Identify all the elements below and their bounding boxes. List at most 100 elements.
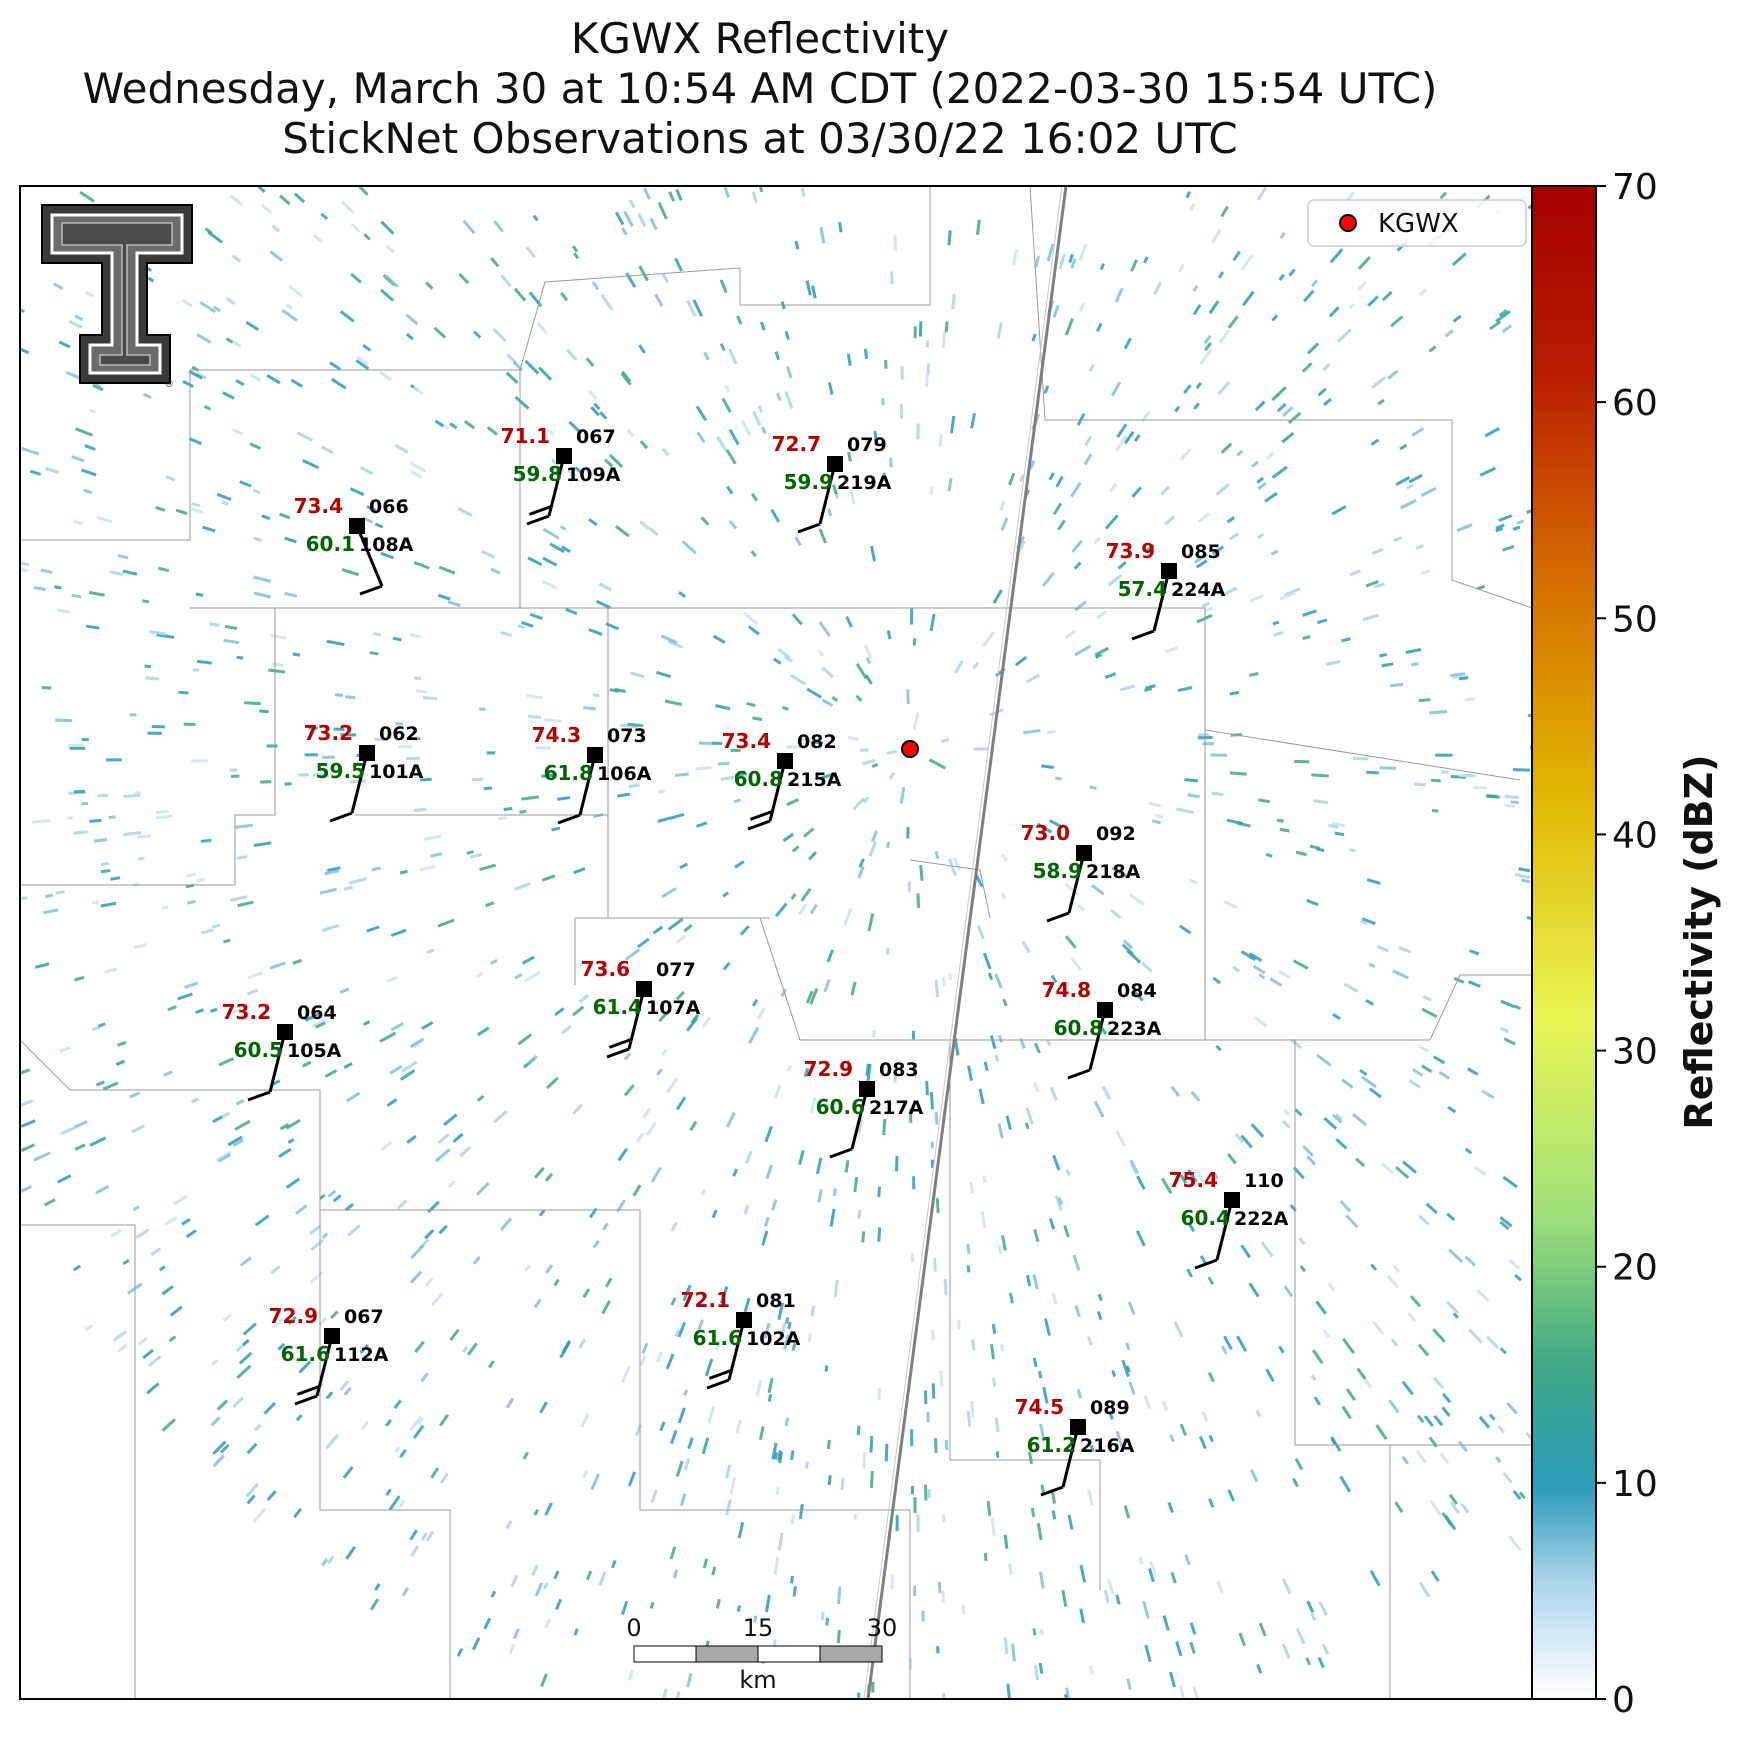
wind-barb — [350, 752, 369, 814]
station-id: 109A — [566, 464, 621, 486]
wind-barb — [268, 1031, 287, 1093]
station-dewpoint: 60.8 — [1054, 1016, 1103, 1040]
wind-barb — [727, 1319, 746, 1381]
station-plot-223A: 74.8 084 60.8 223A — [1042, 978, 1162, 1080]
station-temperature: 75.4 — [1169, 1168, 1218, 1192]
station-dewpoint: 61.6 — [693, 1326, 742, 1350]
station-plot-106A: 74.3 073 61.8 106A — [532, 723, 652, 825]
wind-barb — [315, 1335, 334, 1397]
station-temperature: 72.9 — [804, 1057, 853, 1081]
kgwx-radar-marker — [901, 740, 919, 758]
station-id: 112A — [334, 1344, 389, 1366]
station-id: 101A — [369, 761, 424, 783]
wind-barb-flag — [749, 809, 773, 821]
colorbar-ramp — [1531, 185, 1597, 1700]
station-dewpoint: 60.8 — [734, 767, 783, 791]
map-background — [20, 186, 1538, 1699]
station-id: 223A — [1107, 1018, 1162, 1040]
wind-barb-flag — [606, 1047, 630, 1059]
station-id: 215A — [787, 769, 842, 791]
station-marker — [587, 747, 603, 763]
colorbar-label: Reflectivity (dBZ) — [1677, 754, 1721, 1129]
wind-barb — [1088, 1009, 1107, 1071]
station-plot-219A: 72.7 079 59.9 219A — [772, 432, 892, 534]
wind-barb — [1215, 1199, 1234, 1261]
station-id: 107A — [646, 997, 701, 1019]
station-dewpoint: 60.4 — [1181, 1206, 1230, 1230]
station-temperature: 73.4 — [294, 494, 343, 518]
station-id: 216A — [1080, 1435, 1135, 1457]
wind-barb-flag — [747, 819, 771, 831]
station-plot-224A: 73.9 085 57.4 224A — [1106, 539, 1226, 641]
map-legend: KGWX — [1307, 199, 1527, 247]
station-id: 217A — [869, 1097, 924, 1119]
station-id: 102A — [746, 1328, 801, 1350]
wind-barb-flag — [296, 1384, 320, 1396]
wind-barb — [768, 760, 787, 822]
station-dewpoint: 61.8 — [544, 761, 593, 785]
wind-barb — [627, 988, 646, 1050]
station-temperature: 72.9 — [269, 1304, 318, 1328]
station-wind-direction: 067 — [344, 1306, 384, 1328]
station-plot-217A: 72.9 083 60.6 217A — [804, 1057, 924, 1159]
wind-barb-flag — [1046, 911, 1070, 923]
wind-barb — [818, 463, 837, 525]
county-boundaries — [20, 186, 1538, 1699]
wind-barb-flag — [708, 1368, 732, 1380]
station-wind-direction: 110 — [1244, 1170, 1284, 1192]
station-wind-direction: 077 — [656, 959, 696, 981]
station-marker — [1097, 1002, 1113, 1018]
station-wind-direction: 064 — [297, 1002, 337, 1024]
texas-tech-logo: ® — [41, 204, 193, 390]
station-wind-direction: 062 — [379, 723, 419, 745]
colorbar-tick-label: 70 — [1612, 167, 1658, 208]
station-marker — [324, 1328, 340, 1344]
legend-radar-marker — [1339, 214, 1357, 232]
wind-barb-flag — [1131, 629, 1155, 641]
station-marker — [777, 753, 793, 769]
station-marker — [736, 1312, 752, 1328]
station-plot-222A: 75.4 110 60.4 222A — [1169, 1168, 1289, 1270]
scale-tick-30: 30 — [867, 1614, 898, 1642]
colorbar-tick-label: 0 — [1612, 1680, 1635, 1721]
station-plot-101A: 73.2 062 59.5 101A — [304, 721, 424, 823]
station-temperature: 73.9 — [1106, 539, 1155, 563]
station-wind-direction: 082 — [797, 731, 837, 753]
station-dewpoint: 59.8 — [513, 462, 562, 486]
station-id: 224A — [1171, 579, 1226, 601]
station-wind-direction: 092 — [1096, 823, 1136, 845]
wind-barb-flag — [294, 1394, 318, 1406]
station-wind-direction: 083 — [879, 1059, 919, 1081]
station-dewpoint: 58.9 — [1033, 859, 1082, 883]
colorbar-tick-label: 60 — [1612, 383, 1658, 424]
map-title: KGWX Reflectivity Wednesday, March 30 at… — [0, 14, 1520, 164]
legend-label: KGWX — [1378, 209, 1459, 239]
wind-barb-flag — [247, 1090, 271, 1102]
colorbar-tick-label: 10 — [1612, 1464, 1658, 1505]
wind-barb — [850, 1088, 869, 1150]
wind-barb-flag — [1067, 1068, 1091, 1080]
station-temperature: 73.2 — [222, 1000, 271, 1024]
station-dewpoint: 60.1 — [306, 532, 355, 556]
station-dewpoint: 60.5 — [234, 1038, 283, 1062]
station-id: 222A — [1234, 1208, 1289, 1230]
station-marker — [636, 981, 652, 997]
station-marker — [1076, 845, 1092, 861]
station-dewpoint: 59.9 — [784, 470, 833, 494]
title-line-3: StickNet Observations at 03/30/22 16:02 … — [282, 114, 1238, 163]
station-temperature: 73.2 — [304, 721, 353, 745]
station-marker — [1224, 1192, 1240, 1208]
station-marker — [827, 456, 843, 472]
station-marker — [349, 518, 365, 534]
wind-barb-flag — [1194, 1258, 1218, 1270]
station-marker — [859, 1081, 875, 1097]
wind-barb — [1152, 570, 1171, 632]
station-plot-107A: 73.6 077 61.4 107A — [581, 957, 701, 1059]
station-marker — [1070, 1419, 1086, 1435]
station-wind-direction: 089 — [1090, 1397, 1130, 1419]
station-marker — [359, 745, 375, 761]
station-id: 106A — [597, 763, 652, 785]
station-wind-direction: 079 — [847, 434, 887, 456]
station-plot-105A: 73.2 064 60.5 105A — [222, 1000, 342, 1102]
